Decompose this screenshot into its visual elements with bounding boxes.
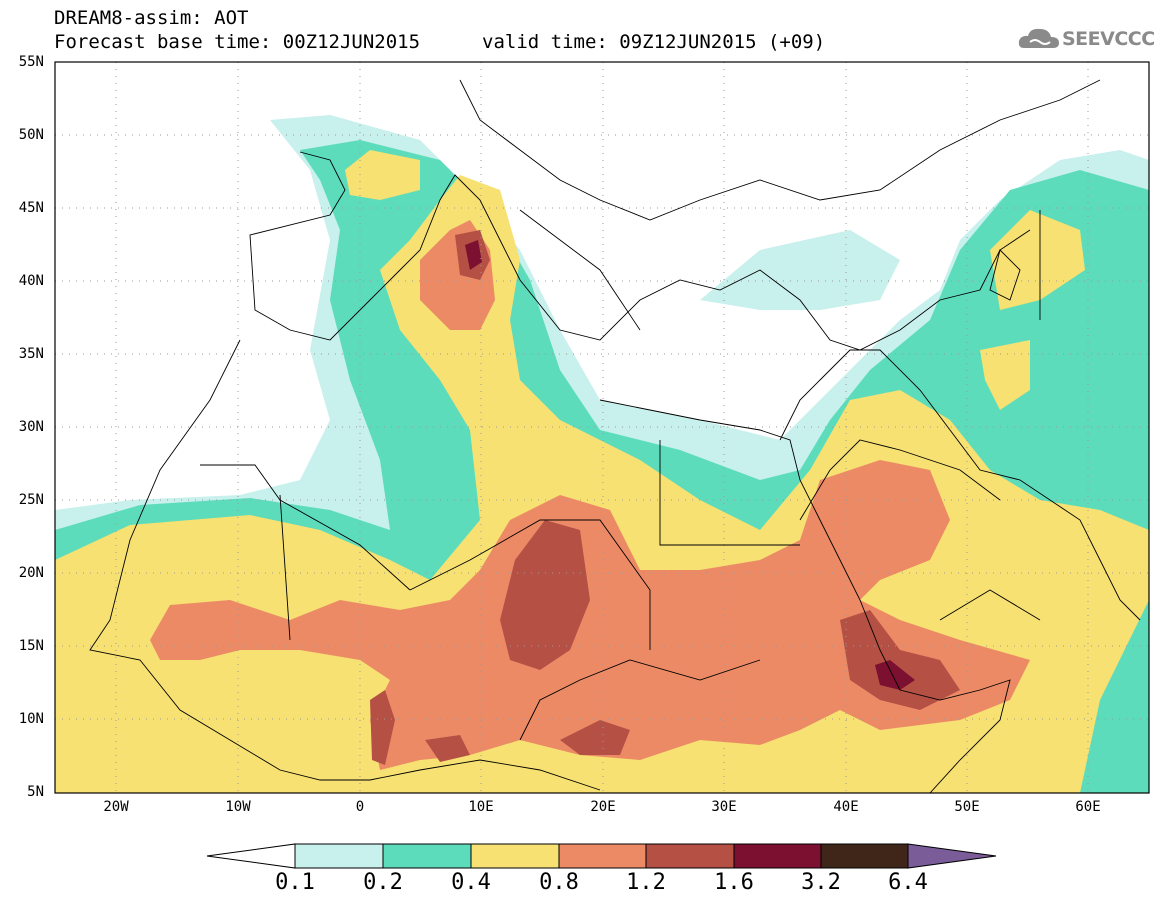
aot-contour-1.6 [465,240,915,690]
colorbar [206,843,997,869]
colorbar-label: 0.1 [275,870,315,895]
lat-label: 20N [18,565,44,581]
colorbar-seg-5 [645,843,735,869]
lat-label: 40N [18,273,44,289]
colorbar-seg-7 [820,843,909,869]
colorbar-label: 6.4 [888,870,928,895]
colorbar-seg-8 [907,843,997,869]
lat-label: 45N [18,200,44,216]
lon-label: 10W [225,799,251,815]
valid-time: valid time: 09Z12JUN2015 (+09) [482,31,826,53]
colorbar-label: 0.2 [363,870,403,895]
colorbar-label: 1.2 [626,870,666,895]
map-title: DREAM8-assim: AOT [54,7,249,29]
colorbar-label: 0.4 [451,870,491,895]
lat-label: 5N [27,784,44,800]
coastlines [89,79,1141,793]
colorbar-seg-1 [294,843,384,869]
logo-text: SEEVCCC [1062,28,1155,50]
colorbar-label: 1.6 [714,870,754,895]
colorbar-seg-6 [733,843,822,869]
forecast-base-time: Forecast base time: 00Z12JUN2015 [54,31,421,53]
lat-label: 30N [18,419,44,435]
aot-contour-1.2 [370,230,960,765]
lat-label: 10N [18,711,44,727]
lat-label: 15N [18,638,44,654]
lon-label: 10E [468,799,494,815]
colorbar-seg-3 [470,843,560,869]
lon-label: 40E [833,799,859,815]
cloud-icon [1018,28,1059,48]
lon-label: 20W [103,799,129,815]
lon-label: 0 [355,799,365,815]
colorbar-seg-4 [558,843,647,869]
colorbar-label: 3.2 [801,870,841,895]
lon-label: 60E [1075,799,1101,815]
colorbar-seg-0 [206,843,296,869]
colorbar-label: 0.8 [539,870,579,895]
lon-label: 30E [711,799,737,815]
colorbar-seg-2 [382,843,472,869]
lon-label: 50E [954,799,980,815]
lat-label: 55N [18,54,44,70]
lat-label: 25N [18,492,44,508]
lon-label: 20E [590,799,616,815]
lat-label: 50N [18,127,44,143]
graticule [55,62,1149,793]
lat-label: 35N [18,346,44,362]
map-frame [54,61,1150,794]
